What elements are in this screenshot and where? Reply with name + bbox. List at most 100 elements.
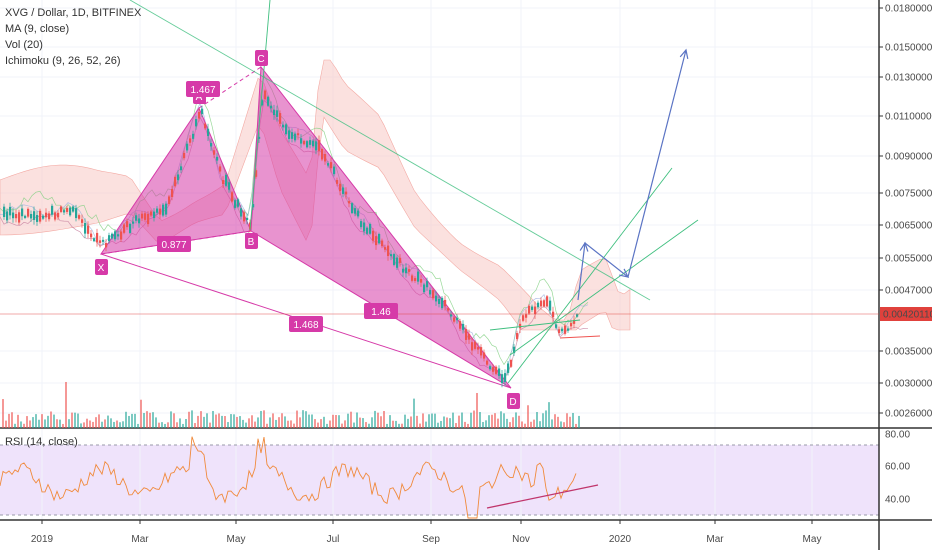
forecast-arrowhead (579, 241, 589, 252)
candle-body (369, 223, 372, 234)
volume-bar (185, 419, 187, 428)
volume-bar (392, 420, 394, 428)
volume-bar (188, 411, 190, 428)
volume-bar (446, 417, 448, 428)
pattern-point-badge (95, 259, 108, 275)
candle-body (33, 211, 36, 220)
candle-body (420, 279, 423, 283)
candle-body (264, 90, 267, 100)
volume-bar (398, 423, 400, 428)
ratio-label: 1.467 (190, 85, 215, 96)
candle-body (219, 166, 222, 172)
candle-body (399, 257, 402, 263)
volume-bar (575, 423, 577, 428)
volume-bar (557, 416, 559, 428)
ma-indicator-label[interactable]: MA (9, close) (5, 23, 70, 35)
candle-body (315, 141, 318, 151)
candle-body (60, 206, 63, 212)
volume-bar (407, 418, 409, 428)
volume-bar (434, 413, 436, 428)
volume-bar (287, 420, 289, 428)
candle-body (168, 196, 171, 204)
candle-body (180, 166, 183, 171)
candle-body (99, 240, 102, 243)
volume-bar (56, 419, 58, 428)
descending-trendline (129, 0, 651, 301)
candle-body (477, 347, 480, 350)
volume-bar (554, 414, 556, 428)
candle-body (537, 302, 540, 308)
volume-bar (62, 423, 64, 428)
volume-bar (332, 414, 334, 428)
ichimoku-indicator-label[interactable]: Ichimoku (9, 26, 52, 26) (5, 55, 121, 67)
candle-body (555, 324, 558, 328)
candle-body (531, 306, 534, 310)
candle-body (486, 360, 489, 365)
volume-indicator-label[interactable]: Vol (20) (5, 39, 43, 51)
candle-body (528, 305, 531, 314)
volume-bar (218, 413, 220, 428)
volume-bar (215, 414, 217, 428)
rsi-indicator-label[interactable]: RSI (14, close) (5, 436, 78, 448)
candle-body (408, 269, 411, 272)
consolidation-upper-line (489, 319, 581, 331)
rsi-band (0, 445, 879, 515)
candle-body (276, 110, 279, 117)
volume-bar (506, 418, 508, 428)
volume-bar (8, 413, 10, 428)
volume-bar (356, 412, 358, 428)
candle-body (123, 224, 126, 233)
volume-bar (92, 421, 94, 428)
candle-body (201, 108, 204, 115)
volume-bar (317, 422, 319, 428)
candle-body (126, 221, 129, 228)
volume-bar (482, 421, 484, 428)
volume-bar (290, 420, 292, 428)
candle-body (51, 205, 54, 215)
volume-bar (230, 414, 232, 428)
volume-bar (149, 412, 151, 428)
volume-bar (155, 417, 157, 428)
candle-body (300, 138, 303, 144)
candle-body (21, 208, 24, 217)
volume-bar (284, 416, 286, 428)
candle-body (12, 212, 15, 219)
volume-bar (539, 421, 541, 428)
volume-bar (158, 422, 160, 428)
volume-bar (461, 412, 463, 428)
candle-body (135, 215, 138, 221)
volume-bar (152, 412, 154, 428)
volume-bar (224, 416, 226, 428)
candle-body (558, 329, 561, 334)
candle-body (444, 299, 447, 307)
volume-bar (563, 422, 565, 428)
candle-body (177, 174, 180, 181)
candle-body (303, 140, 306, 145)
volume-bar (200, 411, 202, 428)
candle-body (294, 133, 297, 141)
candle-body (519, 323, 522, 329)
xb-line (100, 230, 252, 255)
volume-bar (335, 414, 337, 428)
candle-body (297, 133, 300, 136)
volume-bar (278, 417, 280, 428)
candle-body (576, 314, 579, 317)
candle-body (222, 180, 225, 185)
candle-body (198, 112, 201, 119)
volume-bar (377, 412, 379, 428)
candle-body (54, 212, 57, 220)
volume-bar (14, 423, 16, 428)
candle-body (354, 208, 357, 214)
time-tick-label: 2020 (609, 534, 632, 545)
volume-bar (425, 421, 427, 428)
candle-body (63, 210, 66, 213)
candle-body (351, 203, 354, 214)
volume-bar (89, 420, 91, 428)
volume-bar (20, 421, 22, 428)
candle-body (468, 333, 471, 340)
